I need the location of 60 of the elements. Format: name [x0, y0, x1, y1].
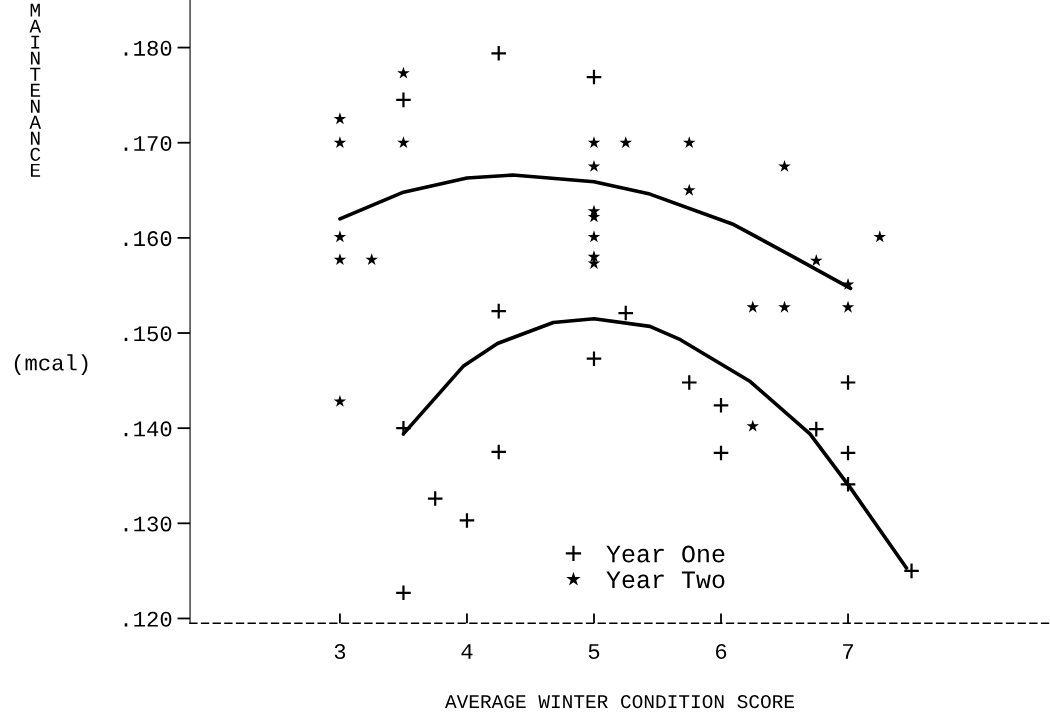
point	[333, 136, 347, 149]
point	[333, 112, 347, 125]
point	[333, 230, 347, 243]
x-tick-label: 4	[461, 644, 473, 659]
point	[333, 253, 347, 266]
y-tick-label: .180	[124, 40, 172, 56]
point	[365, 253, 378, 266]
point	[333, 394, 347, 407]
y-tick-label: .170	[124, 135, 172, 151]
point	[839, 444, 857, 462]
point	[712, 444, 730, 462]
y-tick-label: .150	[124, 326, 172, 342]
legend-label: Year One	[606, 545, 725, 563]
point	[746, 419, 760, 432]
y-tick-label: .130	[124, 516, 172, 532]
point	[778, 300, 791, 313]
point	[778, 159, 791, 172]
point	[458, 512, 476, 529]
x-tick-label: 6	[715, 643, 727, 659]
point	[587, 230, 601, 243]
point	[841, 300, 855, 313]
point	[587, 250, 601, 263]
point	[395, 91, 412, 109]
point	[397, 66, 410, 79]
point	[903, 562, 920, 580]
point	[490, 443, 508, 461]
point	[617, 304, 635, 322]
point	[395, 584, 412, 602]
point	[397, 136, 410, 149]
line-series	[338, 173, 853, 291]
point	[587, 136, 601, 149]
point	[490, 302, 508, 320]
text: MAINTENANCE	[29, 3, 42, 177]
text: (mcal)	[14, 354, 88, 375]
legend-label: Year Two	[606, 571, 725, 589]
point	[619, 136, 633, 149]
y-tick-label: .140	[124, 421, 172, 437]
point	[807, 420, 825, 438]
point	[839, 475, 857, 493]
y-tick-label: .120	[124, 611, 172, 627]
point	[395, 419, 412, 437]
y-tick-label: .160	[124, 231, 172, 247]
point	[680, 374, 698, 391]
x-tick-label: 3	[334, 643, 346, 659]
point	[585, 350, 603, 368]
point	[426, 490, 444, 507]
point	[746, 300, 760, 313]
x-tick-label: 7	[843, 644, 853, 659]
point	[585, 68, 603, 86]
x-axis-title: AVERAGE WINTER CONDITION SCORE	[444, 695, 795, 709]
point	[587, 159, 601, 172]
x-tick-label: 5	[588, 644, 600, 659]
point	[841, 277, 855, 290]
point	[712, 396, 730, 414]
point	[490, 44, 508, 62]
point	[682, 183, 696, 196]
point	[810, 254, 823, 267]
point	[839, 374, 857, 391]
point	[873, 230, 887, 243]
point	[682, 136, 696, 149]
